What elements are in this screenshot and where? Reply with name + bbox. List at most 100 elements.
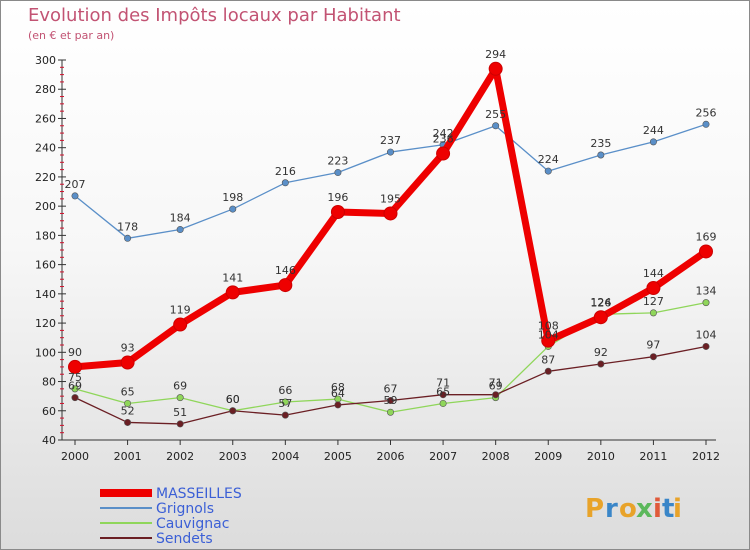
data-label: 65 (436, 385, 450, 398)
data-label: 60 (226, 393, 240, 406)
data-point (124, 418, 132, 426)
y-tick-label: 300 (35, 54, 56, 67)
data-label: 144 (643, 267, 664, 280)
data-point (646, 281, 661, 295)
data-point (229, 205, 237, 213)
data-label: 184 (170, 212, 191, 225)
data-label: 216 (275, 165, 296, 178)
data-label: 57 (278, 397, 292, 410)
legend-label: Sendets (156, 531, 213, 547)
data-label: 244 (643, 124, 664, 137)
data-point (124, 399, 132, 407)
data-label: 255 (485, 108, 506, 121)
data-point (281, 398, 289, 406)
data-point (383, 206, 398, 221)
data-point (176, 420, 184, 428)
data-label: 71 (436, 377, 450, 390)
data-point (702, 299, 710, 307)
data-point (593, 310, 608, 325)
data-point (649, 309, 657, 317)
data-label: 104 (696, 328, 717, 341)
x-tick-label: 2004 (271, 450, 299, 463)
data-label: 235 (590, 137, 611, 150)
x-tick-label: 2007 (429, 450, 457, 463)
data-label: 169 (696, 230, 717, 243)
data-point (71, 394, 79, 402)
legend-label: Grignols (156, 501, 214, 517)
data-label: 119 (170, 304, 191, 317)
data-point (702, 120, 710, 128)
logo-letter: o (619, 494, 637, 524)
data-point (436, 146, 451, 161)
y-tick-label: 140 (35, 288, 56, 301)
chart-subtitle: (en € et par an) (28, 29, 115, 42)
data-label: 224 (538, 153, 559, 166)
data-point (173, 317, 188, 332)
data-point (386, 148, 394, 156)
data-label: 59 (384, 394, 398, 407)
chart-title: Evolution des Impôts locaux par Habitant (28, 5, 401, 26)
data-point (597, 360, 605, 368)
data-point (176, 226, 184, 234)
data-point (699, 244, 713, 259)
data-point (492, 122, 500, 130)
y-tick-label: 80 (42, 376, 56, 389)
data-label: 236 (433, 133, 454, 146)
x-tick-label: 2001 (114, 450, 142, 463)
data-label: 69 (489, 380, 503, 393)
y-tick-label: 280 (35, 83, 56, 96)
y-tick-label: 40 (42, 434, 56, 447)
x-tick-label: 2003 (219, 450, 247, 463)
x-tick-label: 2005 (324, 450, 352, 463)
logo-letter: x (636, 494, 653, 524)
legend-label: Cauvignac (156, 516, 229, 532)
data-label: 51 (173, 406, 187, 419)
data-label: 64 (331, 387, 345, 400)
data-point (439, 399, 447, 407)
x-tick-label: 2000 (61, 450, 89, 463)
data-point (649, 138, 657, 146)
data-point (386, 397, 394, 405)
data-point (120, 355, 135, 370)
data-label: 66 (278, 384, 292, 397)
series-lines (68, 61, 713, 428)
data-label: 71 (489, 377, 503, 390)
data-label: 69 (68, 380, 82, 393)
data-point (330, 205, 345, 219)
y-tick-label: 60 (42, 405, 56, 418)
axes: 40 60 80 100 120 140 160 180 200 220 240 260 280 300 2… (35, 54, 720, 463)
x-tick-label: 2011 (639, 450, 667, 463)
data-point (229, 407, 237, 415)
logo-letter: t (662, 494, 674, 524)
data-label: 127 (643, 295, 664, 308)
data-label: 92 (594, 346, 608, 359)
data-point (488, 61, 503, 76)
data-label: 146 (275, 264, 296, 277)
data-label: 198 (222, 191, 243, 204)
data-label: 97 (646, 339, 660, 352)
data-label: 195 (380, 192, 401, 205)
data-point (334, 401, 342, 409)
y-tick-label: 200 (35, 200, 56, 213)
data-label: 207 (65, 178, 86, 191)
y-tick-label: 160 (35, 259, 56, 272)
y-tick-label: 240 (35, 142, 56, 155)
logo-letter: P (585, 494, 604, 524)
data-label: 178 (117, 220, 138, 233)
data-point (225, 285, 240, 300)
data-point (386, 408, 394, 416)
y-tick-label: 100 (35, 346, 56, 359)
data-label: 60 (226, 393, 240, 406)
y-tick-label: 120 (35, 317, 56, 330)
legend-label: MASSEILLES (156, 486, 242, 502)
data-label: 237 (380, 134, 401, 147)
x-tick-label: 2008 (482, 450, 510, 463)
data-label: 256 (696, 106, 717, 119)
y-tick-label: 180 (35, 229, 56, 242)
data-point (544, 367, 552, 375)
data-point (281, 179, 289, 187)
